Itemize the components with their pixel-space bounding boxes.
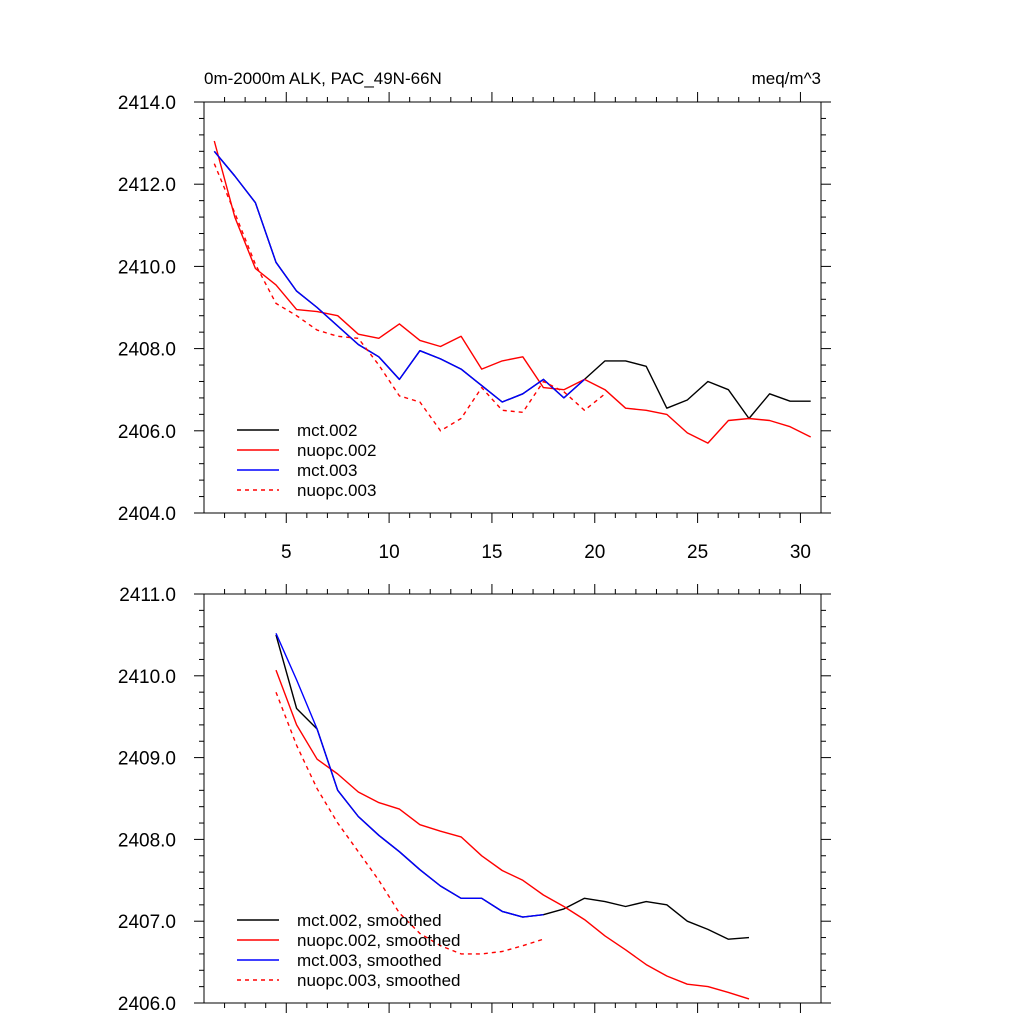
y-tick-label: 2410.0 (118, 257, 176, 278)
x-tick-label: 5 (281, 542, 292, 563)
top-panel: 5 10 15 20 25 30 2404.0 2406.0 2408.0 2410.0 2412.… (118, 92, 831, 563)
legend-label: nuopc.003 (297, 481, 376, 500)
y-tick-label: 2406.0 (118, 994, 176, 1015)
y-tick-label: 2406.0 (118, 422, 176, 443)
x-tick-label: 25 (687, 542, 708, 563)
legend-label: nuopc.002, smoothed (297, 931, 461, 950)
legend-label: mct.003, smoothed (297, 951, 442, 970)
bottom-panel: 2406.0 2407.0 2408.0 2409.0 2410.0 2411.0 mct.… (118, 584, 831, 1015)
y-tick-label: 2410.0 (118, 667, 176, 688)
series-line (213, 163, 606, 432)
x-tick-label: 30 (790, 542, 811, 563)
series-line (213, 140, 812, 444)
series-line (275, 634, 750, 940)
y-tick-label: 2412.0 (118, 175, 176, 196)
x-tick-label: 10 (379, 542, 400, 563)
series-line (275, 669, 750, 1000)
units-label: meq/m^3 (752, 69, 821, 88)
legend-label: nuopc.002 (297, 441, 376, 460)
legend-label: nuopc.003, smoothed (297, 971, 461, 990)
series-line (213, 150, 811, 420)
series-line (213, 150, 585, 403)
y-tick-label: 2414.0 (118, 93, 176, 114)
y-tick-label: 2404.0 (118, 504, 176, 525)
chart-title: 0m-2000m ALK, PAC_49N-66N (204, 69, 442, 88)
y-tick-label: 2409.0 (118, 749, 176, 770)
y-tick-label: 2408.0 (118, 340, 176, 361)
series-line (275, 633, 544, 918)
x-tick-label: 15 (481, 542, 502, 563)
legend-label: mct.003 (297, 461, 357, 480)
legend-label: mct.002 (297, 421, 357, 440)
y-tick-label: 2407.0 (118, 912, 176, 933)
legend-label: mct.002, smoothed (297, 911, 442, 930)
x-tick-label: 20 (584, 542, 605, 563)
y-tick-label: 2408.0 (118, 830, 176, 851)
y-tick-label: 2411.0 (119, 585, 176, 606)
